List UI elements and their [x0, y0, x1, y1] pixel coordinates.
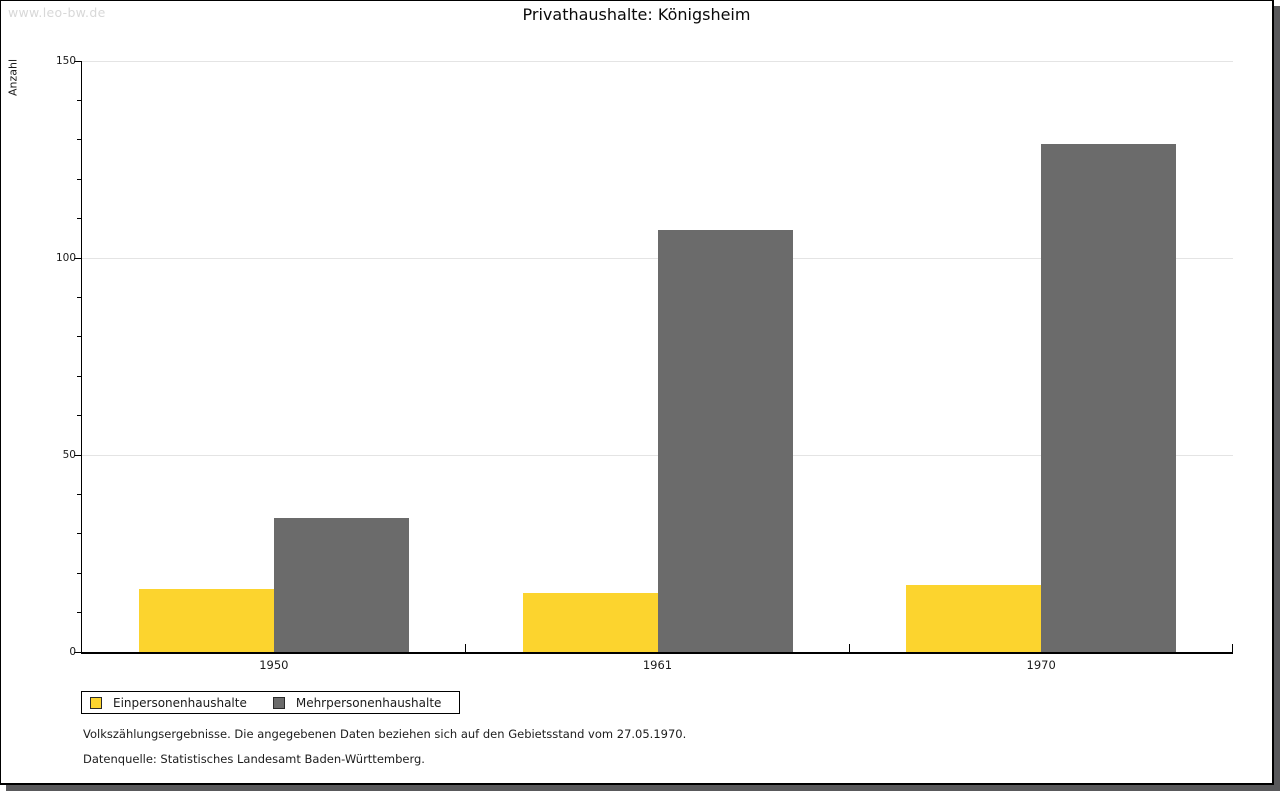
bar-einpersonenhaushalte-1970: [906, 585, 1042, 652]
x-category-label: 1950: [259, 658, 289, 672]
legend-swatch-gray: [272, 696, 285, 709]
legend-swatch-yellow: [90, 696, 102, 709]
y-major-tick: [74, 651, 82, 653]
x-tick: [848, 644, 850, 652]
x-tick: [1231, 644, 1233, 652]
y-minor-tick: [77, 218, 82, 220]
bar-einpersonenhaushalte-1961: [522, 592, 658, 652]
y-minor-tick: [77, 415, 82, 417]
y-tick-label: 150: [55, 55, 76, 67]
legend-label: Einpersonenhaushalte: [113, 695, 247, 710]
y-minor-tick: [77, 139, 82, 141]
y-major-tick: [74, 257, 82, 259]
y-minor-tick: [77, 493, 82, 495]
x-tick: [465, 644, 467, 652]
bar-mehrpersonenhaushalte-1961: [657, 230, 793, 652]
y-tick-label: 50: [62, 449, 76, 461]
y-tick-label: 100: [55, 252, 76, 264]
y-tick-label: 0: [69, 646, 76, 658]
gridline: [82, 60, 1233, 62]
y-minor-tick: [77, 178, 82, 180]
legend-item-mehrpersonenhaushalte: Mehrpersonenhaushalte: [272, 695, 442, 710]
legend-item-einpersonenhaushalte: Einpersonenhaushalte: [90, 696, 247, 710]
x-category-label: 1970: [1026, 658, 1056, 672]
bar-mehrpersonenhaushalte-1970: [1041, 143, 1177, 652]
y-axis-title: Anzahl: [6, 58, 20, 97]
y-minor-tick: [77, 572, 82, 574]
y-minor-tick: [77, 375, 82, 377]
watermark: www.leo-bw.de: [8, 5, 106, 20]
footnote-source-note: Volkszählungsergebnisse. Die angegebenen…: [83, 727, 687, 741]
legend: Einpersonenhaushalte Mehrpersonenhaushal…: [81, 691, 461, 714]
legend-label: Mehrpersonenhaushalte: [295, 695, 442, 710]
y-minor-tick: [77, 336, 82, 338]
y-minor-tick: [77, 533, 82, 535]
y-major-tick: [74, 454, 82, 456]
page-title: Privathaushalte: Königsheim: [522, 5, 751, 24]
x-category-label: 1961: [642, 658, 673, 672]
y-minor-tick: [77, 296, 82, 298]
y-major-tick: [74, 60, 82, 62]
bar-einpersonenhaushalte-1950: [138, 589, 274, 652]
bar-mehrpersonenhaushalte-1950: [273, 518, 409, 652]
plot-area: 0 50 100 150 1950 1961 1970: [56, 55, 1233, 672]
y-minor-tick: [77, 99, 82, 101]
y-minor-tick: [77, 612, 82, 614]
footnote-data-source: Datenquelle: Statistisches Landesamt Bad…: [83, 752, 425, 766]
